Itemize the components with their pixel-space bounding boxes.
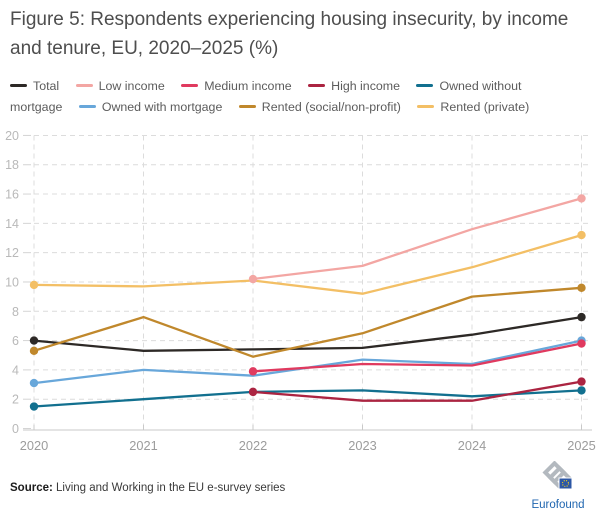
series-point-medium-income-2022 (248, 367, 258, 376)
series-point-total-2025 (577, 312, 586, 322)
legend-label-rented-social: Rented (social/non-profit) (261, 100, 401, 114)
x-axis-label: 2021 (129, 438, 157, 453)
x-axis-label: 2023 (348, 438, 376, 453)
legend-item-medium-income: Medium income (181, 79, 292, 93)
legend-label-owned-with-mortgage: Owned with mortgage (101, 100, 223, 114)
legend-label-total: Total (33, 79, 60, 93)
legend-marker-high-income (308, 84, 326, 88)
legend-marker-owned-with-mortgage (78, 105, 96, 109)
legend-label-owned-without-mortgage: Owned without mortgage (10, 79, 522, 114)
legend-item-rented-social: Rented (social/non-profit) (238, 100, 401, 114)
eurofound-logo: Eurofound (527, 460, 589, 511)
series-point-owned-with-mortgage-2020 (29, 378, 39, 388)
legend-item-owned-without-mortgage: Owned without mortgage (10, 79, 521, 114)
y-axis-label: 2 (12, 393, 19, 407)
x-axis-label: 2025 (567, 438, 595, 453)
source-note: Source: Living and Working in the EU e-s… (10, 482, 285, 494)
y-axis-label: 4 (12, 363, 19, 377)
series-point-total-2020 (29, 336, 39, 345)
y-axis-label: 8 (12, 305, 19, 319)
source-label: Source: (10, 482, 53, 494)
y-axis-label: 10 (5, 275, 19, 289)
eu-flag-icon (558, 477, 573, 490)
legend-marker-rented-private (417, 105, 435, 109)
series-point-owned-without-mortgage-2025 (577, 386, 586, 395)
legend-item-rented-private: Rented (private) (417, 100, 529, 114)
series-point-rented-social-2020 (29, 346, 39, 356)
chart-legend: Total Low income Medium income High inco… (10, 76, 565, 118)
series-line-medium-income (251, 342, 583, 373)
series-line-low-income (251, 197, 583, 281)
series-point-low-income-2022 (248, 274, 258, 284)
series-point-low-income-2025 (577, 194, 586, 203)
legend-marker-owned-without-mortgage (416, 84, 434, 88)
legend-label-medium-income: Medium income (204, 79, 292, 93)
series-point-high-income-2025 (577, 377, 586, 386)
legend-item-high-income: High income (308, 79, 400, 93)
legend-marker-medium-income (181, 84, 199, 88)
series-point-rented-private-2020 (29, 280, 39, 290)
y-axis-label: 20 (5, 129, 19, 143)
series-line-total (32, 315, 583, 352)
series-line-owned-without-mortgage (32, 389, 583, 408)
series-line-rented-social (32, 286, 583, 358)
series-point-high-income-2022 (248, 387, 258, 397)
legend-marker-total (10, 84, 27, 88)
legend-marker-rented-social (238, 105, 256, 109)
y-axis-label: 18 (5, 158, 19, 172)
legend-label-low-income: Low income (98, 79, 165, 93)
series-point-owned-without-mortgage-2020 (29, 402, 39, 411)
chart-area: 0 2 4 6 8 10 12 14 16 18 20 2020 2021 2022 2023 2024 202… (0, 128, 600, 460)
y-axis-label: 0 (12, 422, 19, 436)
legend-item-low-income: Low income (75, 79, 165, 93)
legend-marker-low-income (75, 84, 93, 88)
eurofound-wordmark: Eurofound (531, 499, 585, 511)
figure-title: Figure 5: Respondents experiencing housi… (10, 9, 569, 60)
x-axis-label: 2020 (20, 438, 48, 453)
source-text: Living and Working in the EU e-survey se… (52, 482, 286, 494)
legend-label-rented-private: Rented (private) (440, 100, 530, 114)
y-axis-label: 14 (5, 217, 19, 231)
y-axis-label: 16 (5, 188, 19, 202)
x-axis-label: 2022 (239, 438, 267, 453)
series-point-rented-social-2025 (577, 283, 586, 293)
y-axis-label: 12 (5, 246, 19, 260)
series-line-high-income (251, 380, 583, 402)
x-axis-label: 2024 (458, 438, 486, 453)
eurofound-diamond-icon (542, 460, 573, 490)
series-line-owned-with-mortgage (32, 339, 583, 385)
series-line-rented-private (32, 233, 583, 295)
y-axis-label: 6 (12, 334, 19, 348)
series-point-medium-income-2025 (577, 339, 586, 348)
legend-label-high-income: High income (331, 79, 400, 93)
legend-item-total: Total (10, 79, 59, 93)
series-point-rented-private-2025 (577, 230, 586, 240)
legend-item-owned-with-mortgage: Owned with mortgage (78, 100, 223, 114)
